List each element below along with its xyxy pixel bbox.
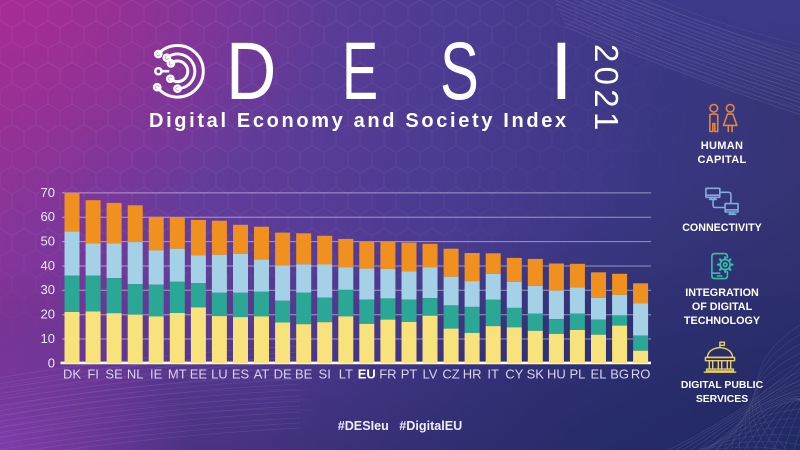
svg-text:HU: HU bbox=[547, 367, 566, 382]
svg-text:BE: BE bbox=[295, 367, 313, 382]
svg-text:40: 40 bbox=[41, 258, 55, 273]
svg-text:PT: PT bbox=[401, 367, 418, 382]
svg-text:HR: HR bbox=[463, 367, 482, 382]
svg-text:RO: RO bbox=[631, 367, 651, 382]
svg-text:EU: EU bbox=[358, 367, 376, 382]
svg-text:20: 20 bbox=[41, 307, 55, 322]
svg-text:SE: SE bbox=[105, 367, 123, 382]
svg-text:BG: BG bbox=[610, 367, 629, 382]
svg-text:IE: IE bbox=[150, 367, 163, 382]
svg-text:60: 60 bbox=[41, 209, 55, 224]
svg-text:IT: IT bbox=[487, 367, 499, 382]
svg-text:LU: LU bbox=[211, 367, 228, 382]
svg-text:EL: EL bbox=[591, 367, 607, 382]
svg-text:LV: LV bbox=[423, 367, 438, 382]
svg-text:ES: ES bbox=[232, 367, 250, 382]
svg-text:0: 0 bbox=[48, 355, 55, 370]
svg-text:DK: DK bbox=[63, 367, 81, 382]
svg-text:FR: FR bbox=[379, 367, 396, 382]
svg-text:FI: FI bbox=[87, 367, 99, 382]
svg-text:MT: MT bbox=[168, 367, 187, 382]
svg-text:DE: DE bbox=[274, 367, 292, 382]
svg-text:10: 10 bbox=[41, 331, 55, 346]
svg-text:NL: NL bbox=[127, 367, 144, 382]
svg-text:SK: SK bbox=[527, 367, 545, 382]
svg-text:CY: CY bbox=[505, 367, 523, 382]
svg-text:30: 30 bbox=[41, 282, 55, 297]
svg-text:LT: LT bbox=[339, 367, 353, 382]
svg-text:SI: SI bbox=[319, 367, 331, 382]
svg-text:CZ: CZ bbox=[442, 367, 459, 382]
svg-text:50: 50 bbox=[41, 234, 55, 249]
svg-text:PL: PL bbox=[569, 367, 585, 382]
svg-text:EE: EE bbox=[190, 367, 208, 382]
svg-text:70: 70 bbox=[41, 185, 55, 200]
svg-text:AT: AT bbox=[254, 367, 270, 382]
